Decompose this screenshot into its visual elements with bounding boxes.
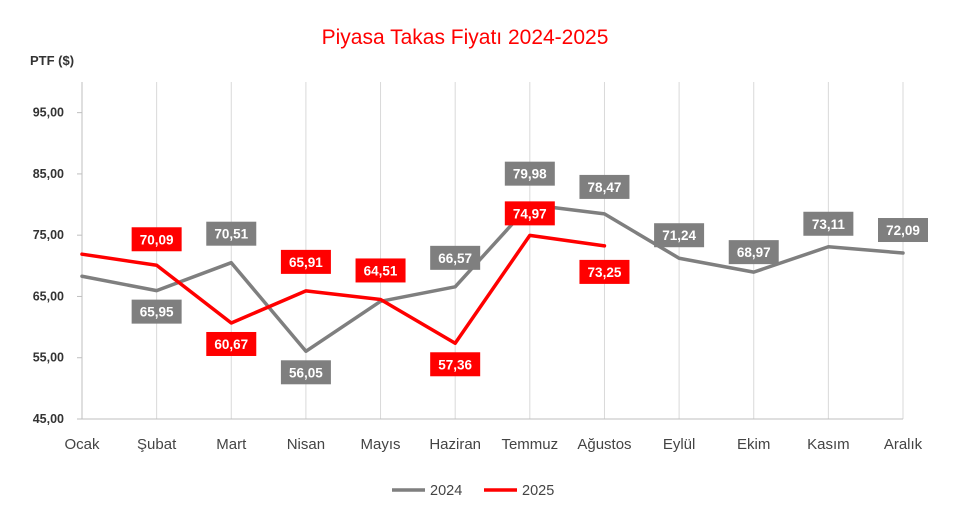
data-label-box [803, 211, 854, 236]
data-label-box [280, 249, 331, 274]
legend-label-2024: 2024 [430, 483, 462, 499]
data-label-box [504, 201, 555, 226]
data-label: 70,51 [214, 227, 248, 242]
data-label-box [131, 299, 182, 324]
x-tick-label: Temmuz [501, 436, 558, 453]
data-label-box [579, 259, 630, 284]
x-tick-label: Aralık [884, 436, 923, 453]
data-label: 68,97 [737, 245, 771, 260]
data-label-box [430, 352, 481, 377]
data-label-box [878, 218, 928, 243]
data-label: 73,11 [812, 217, 846, 232]
data-label-box [131, 227, 182, 252]
data-label-box [430, 245, 481, 270]
data-label: 65,95 [140, 305, 174, 320]
y-tick-label: 55,00 [33, 351, 64, 365]
data-label: 64,51 [364, 263, 398, 278]
data-label: 65,91 [289, 255, 323, 270]
x-tick-label: Ekim [737, 436, 770, 453]
data-label: 71,24 [662, 228, 696, 243]
data-label: 70,09 [140, 232, 174, 247]
y-tick-label: 75,00 [33, 228, 64, 242]
y-tick-label: 85,00 [33, 167, 64, 181]
x-tick-label: Mayıs [361, 436, 401, 453]
data-labels: 65,95 70,51 56,05 66,57 79,98 78,47 71,24 68,97… [131, 161, 928, 385]
chart-title: Piyasa Takas Fiyatı 2024-2025 [322, 26, 609, 49]
x-tick-label: Mart [216, 436, 247, 453]
data-label-box [728, 240, 779, 265]
data-label-box [654, 223, 705, 248]
axes: 45,00 55,00 65,00 75,00 85,00 95,00 Ocak Şubat M… [33, 82, 923, 453]
data-label: 66,57 [438, 251, 472, 266]
data-label: 72,09 [886, 223, 920, 238]
data-label-box [504, 161, 555, 186]
y-axis-label: PTF ($) [30, 53, 74, 68]
data-label: 79,98 [513, 167, 547, 182]
legend: 2024 2025 [392, 483, 554, 499]
x-tick-label: Nisan [287, 436, 325, 453]
series-line-2025 [80, 233, 607, 346]
x-tick-label: Kasım [807, 436, 850, 453]
x-tick-label: Şubat [137, 436, 177, 453]
data-label-box [355, 258, 406, 283]
legend-label-2025: 2025 [522, 483, 554, 499]
data-label-box [579, 174, 630, 199]
x-tick-label: Ağustos [577, 436, 631, 453]
data-label-box [206, 331, 257, 356]
data-label: 73,25 [588, 265, 622, 280]
y-tick-label: 95,00 [33, 106, 64, 120]
y-tick-label: 65,00 [33, 289, 64, 303]
data-label: 56,05 [289, 365, 323, 380]
data-label-box [280, 360, 331, 385]
data-label: 57,36 [438, 357, 472, 372]
gridlines [81, 82, 904, 419]
x-tick-label: Haziran [429, 436, 481, 453]
x-tick-label: Eylül [663, 436, 696, 453]
series-lines [80, 202, 905, 354]
data-label: 74,97 [513, 206, 547, 221]
y-tick-label: 45,00 [33, 412, 64, 426]
data-label-box [206, 221, 257, 246]
x-tick-label: Ocak [64, 436, 100, 453]
data-label: 78,47 [588, 180, 622, 195]
series-line-2024 [80, 202, 905, 354]
data-label: 60,67 [214, 337, 248, 352]
